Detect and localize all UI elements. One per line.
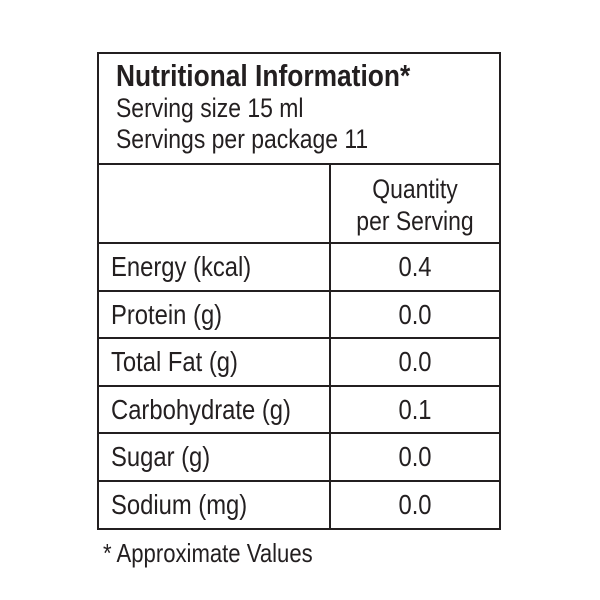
quantity-header-line1: Quantity [372, 174, 458, 204]
footnote: * Approximate Values [103, 538, 313, 568]
table-row: Carbohydrate (g) 0.1 [99, 387, 499, 434]
nutrient-name: Sugar (g) [111, 441, 211, 472]
table-row: Energy (kcal) 0.4 [99, 244, 499, 292]
nutrient-value: 0.0 [398, 298, 432, 330]
quantity-header-line2: per Serving [356, 206, 474, 236]
table-row: Total Fat (g) 0.0 [99, 339, 499, 387]
nutrient-table: Energy (kcal) 0.4 Protein (g) 0.0 Total … [99, 244, 499, 529]
panel-header: Nutritional Information* Serving size 15… [99, 54, 499, 165]
nutrient-value: 0.0 [398, 441, 432, 472]
servings-per-package: Servings per package 11 [116, 124, 369, 154]
table-row: Sodium (mg) 0.0 [99, 482, 499, 530]
nutrition-facts-panel: Nutritional Information* Serving size 15… [97, 52, 501, 530]
nutrient-column-header [99, 165, 329, 244]
nutrient-name: Sodium (mg) [111, 488, 248, 520]
nutrient-value: 0.4 [398, 251, 432, 282]
nutrient-name: Protein (g) [111, 298, 223, 330]
column-divider [329, 165, 331, 528]
nutrient-name: Carbohydrate (g) [111, 393, 291, 425]
nutrient-value: 0.0 [398, 346, 432, 377]
nutrient-value: 0.1 [398, 393, 432, 425]
nutrient-value: 0.0 [398, 488, 432, 520]
table-row: Sugar (g) 0.0 [99, 434, 499, 482]
nutrient-name: Energy (kcal) [111, 251, 252, 282]
nutrient-name: Total Fat (g) [111, 346, 238, 377]
table-row: Protein (g) 0.0 [99, 292, 499, 339]
serving-size: Serving size 15 ml [116, 93, 304, 123]
panel-title: Nutritional Information* [116, 58, 411, 93]
quantity-column-header: Quantity per Serving [331, 165, 499, 244]
